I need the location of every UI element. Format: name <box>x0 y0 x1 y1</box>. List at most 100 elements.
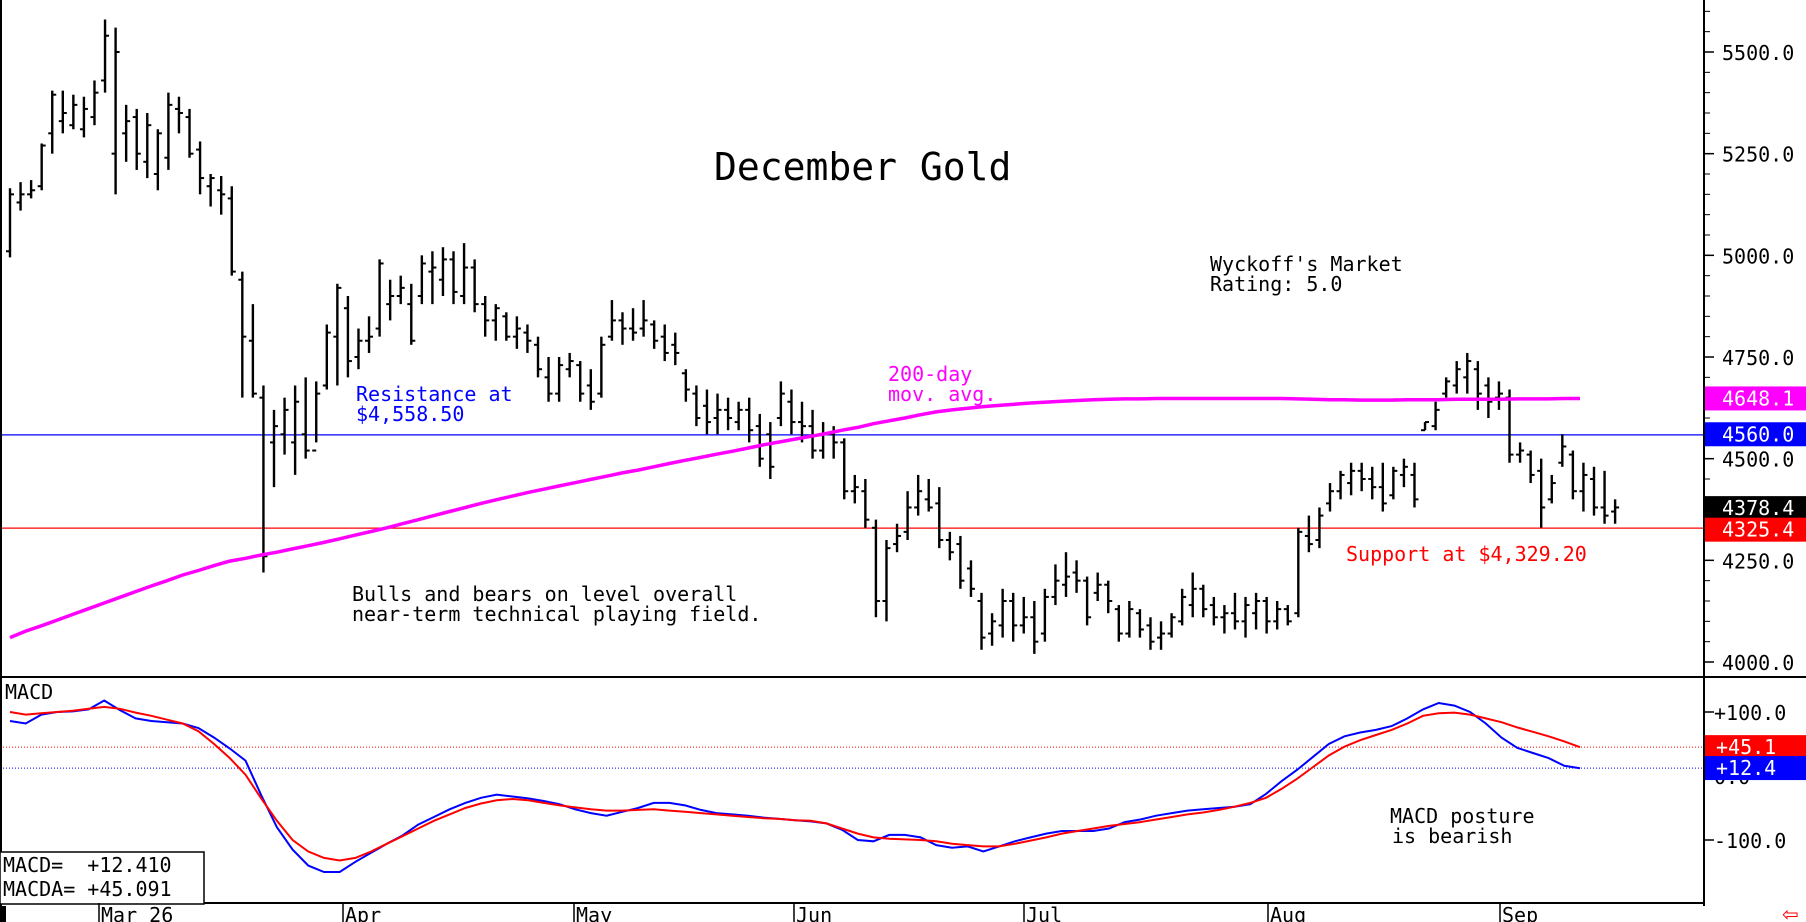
price-bar <box>1146 617 1155 650</box>
x-tick-label: Aug <box>1270 903 1306 922</box>
price-bar <box>1410 462 1419 508</box>
macd-annotation-2: is bearish <box>1392 824 1512 848</box>
price-bar <box>1157 621 1166 650</box>
price-bar <box>428 251 437 305</box>
price-bar <box>1051 564 1060 606</box>
price-bar <box>1062 552 1070 597</box>
rating-line-1: Wyckoff's Market <box>1210 252 1403 276</box>
price-bar <box>935 487 944 549</box>
price-bar <box>1083 576 1092 626</box>
price-bar <box>776 381 785 427</box>
macd-series-line <box>9 705 1581 862</box>
price-bar <box>1283 605 1292 626</box>
price-bar <box>597 336 606 398</box>
price-bar <box>1399 458 1408 488</box>
price-bar <box>1178 588 1187 626</box>
price-bar <box>787 389 796 435</box>
price-value-tag <box>1705 517 1806 542</box>
macd-y-tick-label: +100.0 <box>1714 701 1786 725</box>
price-bar <box>1600 470 1609 524</box>
price-bar <box>692 385 701 427</box>
macd-value-tag <box>1705 735 1806 760</box>
price-bar <box>1368 466 1377 500</box>
price-bar <box>1009 592 1018 642</box>
price-bar <box>713 393 722 435</box>
price-bar <box>1167 613 1176 638</box>
price-bar <box>1104 580 1113 614</box>
price-bar <box>956 535 965 589</box>
price-bar <box>512 316 521 349</box>
price-bar <box>650 320 659 349</box>
price-bar <box>1294 527 1303 618</box>
price-bar <box>1590 466 1598 516</box>
rating-line-2: Rating: 5.0 <box>1210 272 1342 296</box>
scroll-right-arrow-icon[interactable]: ⇦ <box>1782 902 1799 922</box>
price-bar <box>1188 572 1197 618</box>
price-bar <box>1537 458 1546 528</box>
price-bar <box>502 312 511 341</box>
price-bar <box>523 324 532 353</box>
price-bar <box>101 19 110 93</box>
price-bar <box>671 332 680 366</box>
price-bar <box>143 113 152 179</box>
price-value-tag-label: 4378.4 <box>1722 496 1794 520</box>
y-tick-label: 4000.0 <box>1722 651 1794 675</box>
macd-value-tag-label: +12.4 <box>1716 756 1776 780</box>
price-bar <box>386 279 395 321</box>
price-bar <box>1547 474 1556 504</box>
price-bar <box>375 259 384 337</box>
resistance-label-2: $4,558.50 <box>356 402 464 426</box>
price-value-tag <box>1705 496 1806 521</box>
price-bar <box>301 377 310 459</box>
price-bar <box>1347 462 1356 496</box>
price-bar <box>903 491 912 540</box>
price-bar <box>1019 596 1028 634</box>
price-bar <box>914 474 923 516</box>
scroll-left-marker[interactable] <box>0 906 6 922</box>
price-bar <box>1558 434 1567 467</box>
price-bar <box>871 519 880 618</box>
x-tick-label: Sep <box>1502 903 1538 922</box>
price-bar <box>977 592 986 650</box>
price-bar <box>407 283 416 345</box>
price-bar <box>945 531 954 561</box>
price-bar <box>259 385 268 573</box>
macd-readout-line-2: MACDA= +45.091 <box>3 877 172 901</box>
price-bar <box>354 328 363 370</box>
y-tick-label: 5250.0 <box>1722 143 1794 167</box>
price-bar <box>724 397 733 431</box>
price-bar <box>660 324 669 362</box>
price-bar <box>893 523 902 553</box>
x-tick-label: Mar 26 <box>101 903 173 922</box>
price-bar <box>333 283 342 386</box>
price-bar <box>1304 515 1313 553</box>
price-bar <box>1421 421 1430 432</box>
ma-label-2: mov. avg. <box>888 382 996 406</box>
price-bar <box>58 90 67 134</box>
price-bar <box>1611 499 1620 524</box>
price-bar <box>122 104 131 162</box>
price-bar <box>1114 605 1123 642</box>
price-bar <box>576 361 585 402</box>
y-tick-label: 5500.0 <box>1722 41 1794 65</box>
price-bar <box>164 92 173 170</box>
price-bar <box>639 300 648 337</box>
price-bar <box>1357 462 1366 492</box>
price-bar <box>840 438 849 500</box>
price-bar <box>607 300 616 341</box>
price-bar <box>460 243 469 305</box>
price-bar <box>470 259 479 313</box>
price-bar <box>988 613 997 646</box>
y-tick-label: 4500.0 <box>1722 448 1794 472</box>
price-bar <box>1442 377 1451 398</box>
ma-label-1: 200-day <box>888 362 972 386</box>
price-bar <box>322 324 331 390</box>
price-bar <box>37 143 46 191</box>
price-bar <box>438 247 447 296</box>
price-bar <box>48 90 57 154</box>
price-bar <box>1473 361 1482 410</box>
price-bar <box>734 401 743 431</box>
price-bar <box>861 479 870 528</box>
price-bar <box>217 176 226 215</box>
